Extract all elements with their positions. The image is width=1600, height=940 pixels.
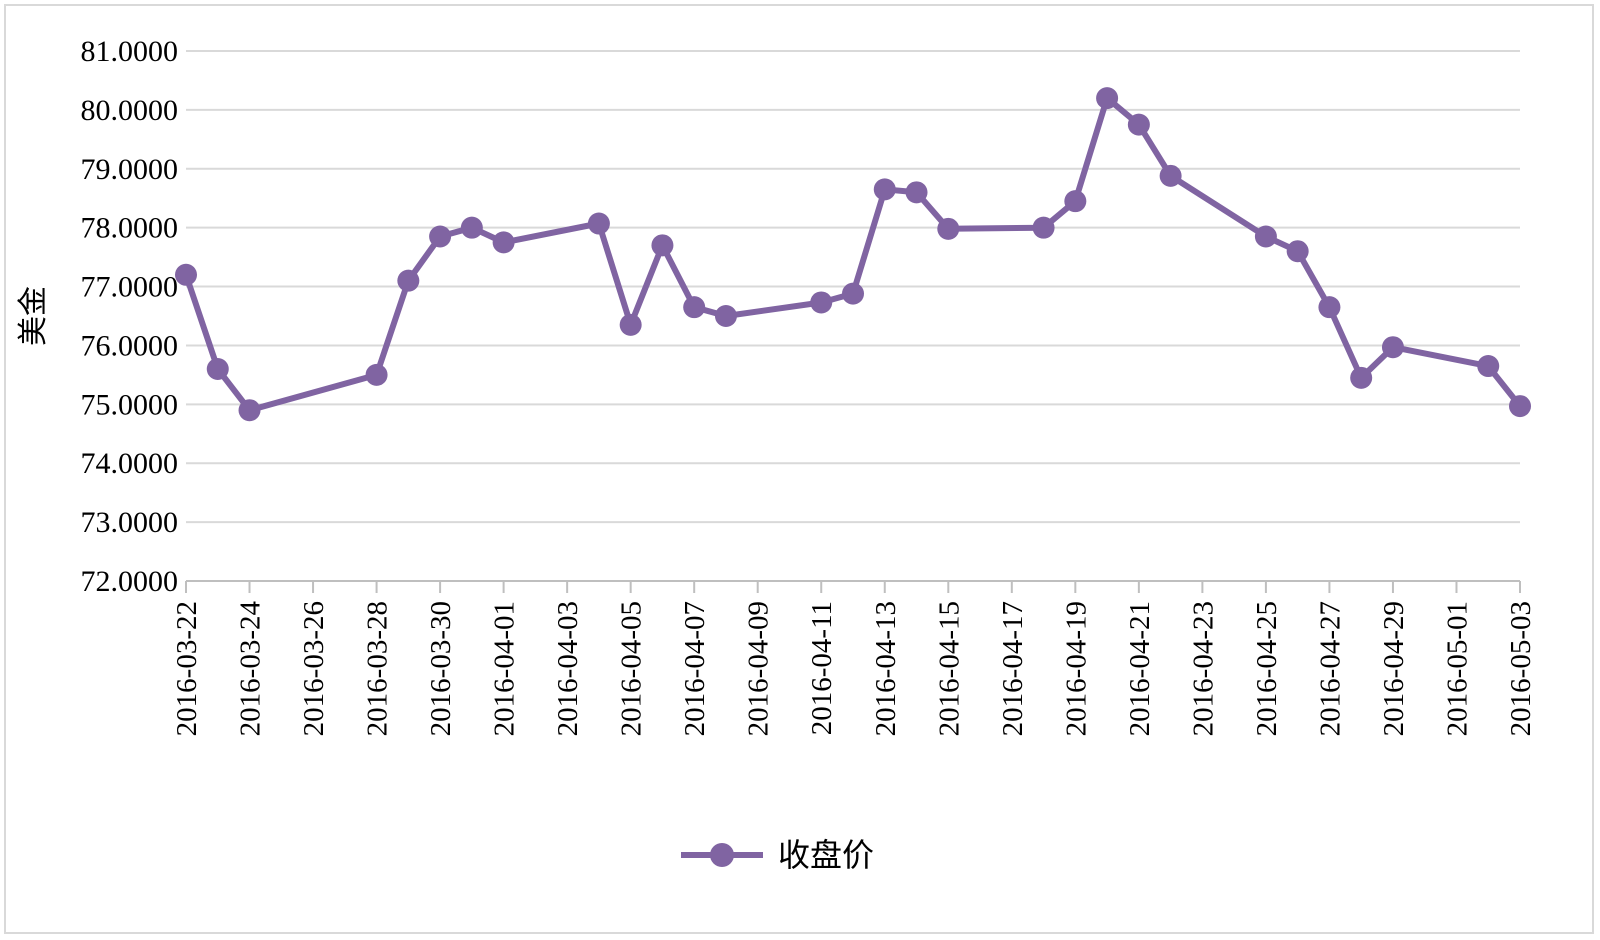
x-axis [185, 580, 1521, 593]
x-tick-label: 2016-05-01 [1441, 601, 1473, 736]
data-point [1509, 395, 1531, 418]
data-point [1127, 113, 1150, 136]
data-point [1096, 87, 1119, 110]
data-point [492, 231, 515, 254]
data-point [429, 225, 452, 248]
data-point [651, 234, 674, 257]
y-tick-label: 77.0000 [81, 271, 179, 304]
x-tick-label: 2016-04-17 [997, 601, 1029, 736]
data-point [683, 296, 706, 319]
data-point [1254, 225, 1277, 248]
legend: 收盘价 [681, 836, 874, 874]
series-line [183, 95, 1523, 414]
y-tick-label: 74.0000 [81, 447, 179, 480]
data-point [619, 313, 642, 336]
data-point [842, 282, 864, 305]
data-point [1350, 366, 1373, 389]
x-axis-ticks: 2016-03-22 2016-03-24 2016-03-26 2016-03-28… [171, 601, 1537, 737]
x-tick-label: 2016-04-21 [1124, 601, 1156, 736]
x-tick-label: 2016-04-05 [616, 601, 648, 736]
y-tick-label: 78.0000 [81, 212, 179, 245]
data-point [714, 305, 737, 327]
x-tick-label: 2016-04-11 [806, 601, 838, 735]
legend-marker-swatch [710, 843, 734, 867]
y-axis-ticks: 72.0000 73.0000 74.0000 75.0000 76.0000 77.00… [81, 35, 179, 598]
x-tick-label: 2016-04-01 [489, 601, 521, 736]
data-point [1381, 336, 1404, 359]
x-tick-label: 2016-03-28 [362, 601, 394, 736]
data-point [1318, 296, 1341, 319]
data-point [1286, 240, 1309, 263]
x-tick-label: 2016-04-29 [1378, 601, 1410, 736]
line-chart: 72.0000 73.0000 74.0000 75.0000 76.0000 77.00… [16, 35, 1537, 874]
x-tick-label: 2016-03-24 [235, 601, 267, 737]
y-axis-label: 美金 [16, 286, 51, 346]
x-tick-label: 2016-04-27 [1314, 601, 1346, 736]
data-point [873, 178, 896, 201]
data-point [365, 363, 388, 386]
data-point [1159, 164, 1182, 187]
x-tick-label: 2016-04-13 [870, 601, 902, 736]
chart-frame: 72.0000 73.0000 74.0000 75.0000 76.0000 77.00… [4, 4, 1594, 934]
x-tick-label: 2016-04-07 [679, 601, 711, 736]
data-point [1064, 190, 1087, 213]
x-tick-label: 2016-04-19 [1060, 601, 1092, 736]
data-point [238, 399, 261, 422]
data-point [1477, 355, 1500, 378]
data-point [587, 212, 610, 235]
x-tick-label: 2016-05-03 [1505, 601, 1537, 736]
data-point [460, 216, 483, 239]
data-point [397, 269, 420, 292]
x-tick-label: 2016-03-22 [171, 601, 203, 736]
y-tick-label: 76.0000 [81, 329, 179, 362]
data-point [1032, 216, 1055, 239]
y-tick-label: 80.0000 [81, 94, 179, 127]
x-tick-label: 2016-04-15 [933, 601, 965, 736]
x-tick-label: 2016-04-25 [1251, 601, 1283, 736]
x-tick-label: 2016-04-03 [552, 601, 584, 736]
y-tick-label: 81.0000 [81, 35, 179, 68]
y-tick-label: 79.0000 [81, 153, 179, 186]
x-tick-label: 2016-03-26 [298, 601, 330, 736]
series-group [175, 87, 1531, 422]
legend-entry-label: 收盘价 [778, 836, 874, 874]
x-tick-label: 2016-03-30 [425, 601, 457, 736]
data-point [810, 291, 833, 314]
data-point [905, 181, 928, 204]
x-tick-label: 2016-04-09 [743, 601, 775, 736]
data-point [937, 217, 960, 240]
y-tick-label: 73.0000 [81, 506, 179, 539]
y-tick-label: 72.0000 [81, 565, 179, 598]
data-point [206, 358, 229, 380]
y-tick-label: 75.0000 [81, 388, 179, 421]
data-point [175, 263, 197, 286]
x-tick-label: 2016-04-23 [1187, 601, 1219, 736]
